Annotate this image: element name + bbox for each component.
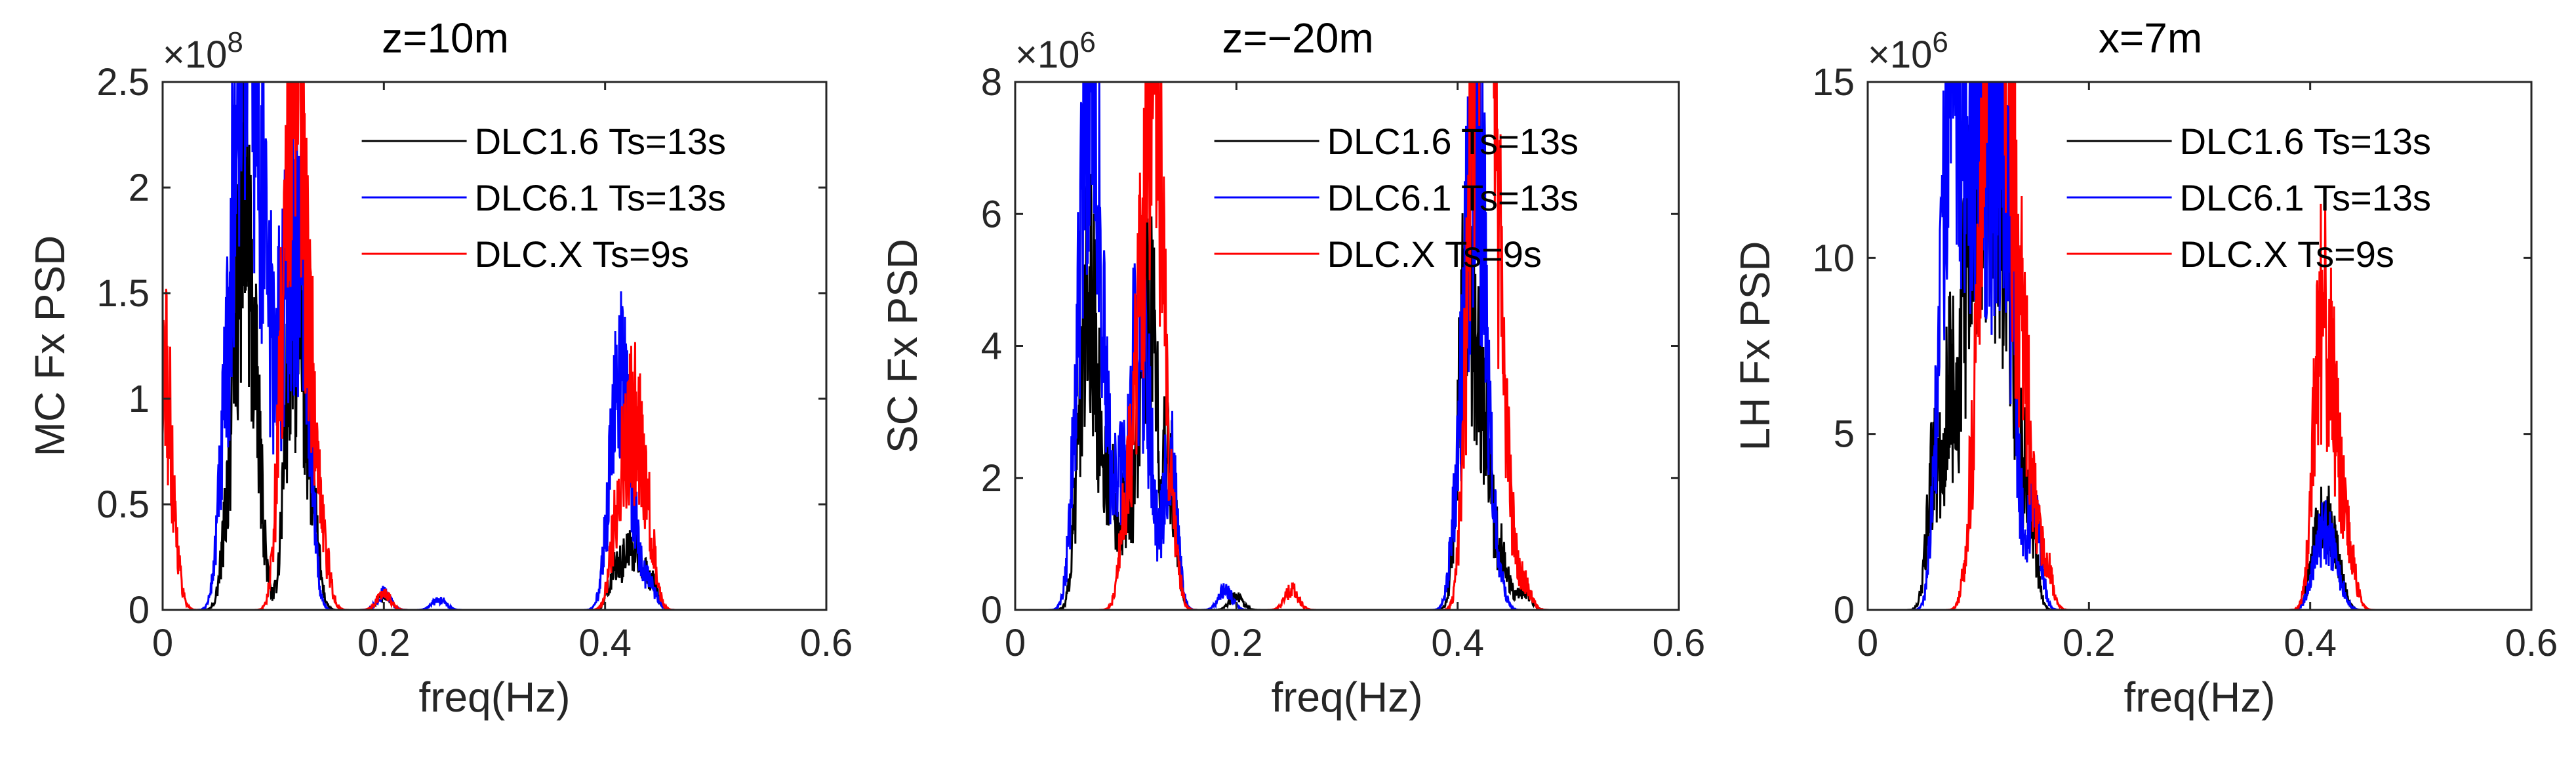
chart-title: z=10m bbox=[382, 14, 509, 62]
chart-panel-3: 0 0.2 0.4 0.6 0 5 10 15 ×106 x=7m freq(Hz) LH Fx PS… bbox=[1731, 14, 2558, 721]
chart-title: z=−20m bbox=[1222, 14, 1373, 62]
y-axis-label: LH Fx PSD bbox=[1731, 241, 1779, 451]
x-tick-label: 0.2 bbox=[1210, 622, 1263, 664]
chart-panel-2: 0 0.2 0.4 0.6 0 2 4 6 8 ×106 z=−20m freq(Hz) SC Fx P… bbox=[879, 14, 1706, 721]
legend: DLC1.6 Ts=13s DLC6.1 Ts=13s DLC.X Ts=9s bbox=[361, 121, 726, 275]
y-tick-label: 1.5 bbox=[96, 272, 150, 315]
y-tick-label: 4 bbox=[981, 325, 1002, 368]
axes-box bbox=[161, 81, 828, 611]
x-axis-label: freq(Hz) bbox=[2123, 674, 2275, 721]
x-tick-label: 0.2 bbox=[357, 622, 411, 664]
y-tick-label: 8 bbox=[981, 61, 1002, 104]
x-tick-label: 0.4 bbox=[2284, 622, 2337, 664]
chart-title: x=7m bbox=[2099, 14, 2202, 62]
legend-entry: DLC6.1 Ts=13s bbox=[1327, 177, 1579, 218]
x-tick-label: 0.4 bbox=[578, 622, 632, 664]
series-line-3 bbox=[1015, 82, 1679, 610]
series-line-1 bbox=[163, 82, 826, 610]
axes-box bbox=[1866, 81, 2533, 611]
y-tick-label: 2 bbox=[129, 167, 150, 209]
x-tick-label: 0.2 bbox=[2063, 622, 2116, 664]
y-tick-label: 0.5 bbox=[96, 483, 150, 526]
x-axis-label: freq(Hz) bbox=[418, 674, 570, 721]
legend-entry: DLC.X Ts=9s bbox=[475, 233, 689, 275]
y-axis-label: MC Fx PSD bbox=[26, 235, 73, 457]
legend-entry: DLC1.6 Ts=13s bbox=[475, 121, 726, 162]
x-tick-label: 0 bbox=[1005, 622, 1026, 664]
y-tick-label: 1 bbox=[129, 378, 150, 420]
legend-entry: DLC6.1 Ts=13s bbox=[2180, 177, 2431, 218]
chart-panel-1: 0 0.2 0.4 0.6 0 0.5 1 1.5 2 2.5 ×108 z=10m freq(Hz) M… bbox=[26, 14, 853, 721]
y-tick-label: 15 bbox=[1812, 61, 1855, 104]
legend: DLC1.6 Ts=13s DLC6.1 Ts=13s DLC.X Ts=9s bbox=[2066, 121, 2431, 275]
legend-entry: DLC6.1 Ts=13s bbox=[475, 177, 726, 218]
x-tick-label: 0.6 bbox=[1653, 622, 1706, 664]
x-axis-label: freq(Hz) bbox=[1271, 674, 1422, 721]
y-tick-label: 0 bbox=[981, 589, 1002, 632]
series-line-1 bbox=[1015, 156, 1679, 610]
y-axis-label: SC Fx PSD bbox=[879, 239, 926, 453]
legend-entry: DLC.X Ts=9s bbox=[2180, 233, 2394, 275]
x-tick-label: 0 bbox=[1857, 622, 1878, 664]
series-line-3 bbox=[163, 82, 826, 610]
x-tick-label: 0.4 bbox=[1431, 622, 1484, 664]
legend: DLC1.6 Ts=13s DLC6.1 Ts=13s DLC.X Ts=9s bbox=[1214, 121, 1579, 275]
y-tick-label: 6 bbox=[981, 193, 1002, 235]
y-tick-label: 0 bbox=[1834, 589, 1855, 632]
legend-entry: DLC1.6 Ts=13s bbox=[2180, 121, 2431, 162]
y-exponent-label: ×108 bbox=[163, 26, 243, 76]
legend-entry: DLC1.6 Ts=13s bbox=[1327, 121, 1579, 162]
x-tick-label: 0.6 bbox=[800, 622, 853, 664]
y-exponent-label: ×106 bbox=[1868, 26, 1948, 76]
y-tick-label: 10 bbox=[1812, 237, 1855, 279]
x-tick-label: 0 bbox=[152, 622, 173, 664]
series-line-3 bbox=[1868, 82, 2531, 610]
y-exponent-label: ×106 bbox=[1015, 26, 1096, 76]
y-tick-label: 5 bbox=[1834, 413, 1855, 456]
y-tick-label: 0 bbox=[129, 589, 150, 632]
x-tick-label: 0.6 bbox=[2505, 622, 2558, 664]
y-tick-label: 2.5 bbox=[96, 61, 150, 104]
series-line-2 bbox=[163, 82, 826, 610]
y-tick-label: 2 bbox=[981, 457, 1002, 500]
legend-entry: DLC.X Ts=9s bbox=[1327, 233, 1542, 275]
